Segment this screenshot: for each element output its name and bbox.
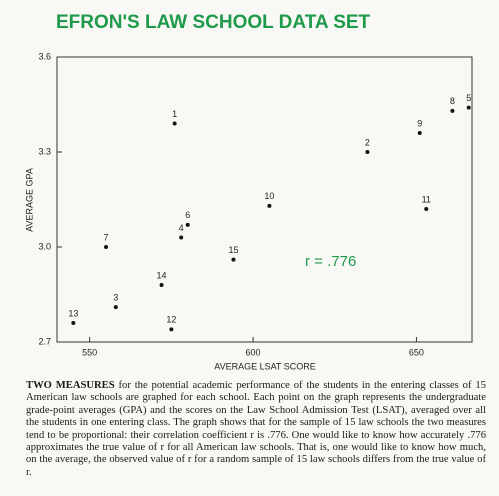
point — [159, 283, 164, 287]
point-label: 3 — [113, 293, 118, 303]
point-label: 6 — [185, 210, 190, 220]
point-label: 13 — [68, 308, 78, 318]
y-tick-label: 3.0 — [38, 241, 51, 251]
point — [172, 121, 177, 126]
chart-title: EFRON'S LAW SCHOOL DATA SET — [56, 12, 371, 33]
point-label: 8 — [450, 96, 455, 106]
point — [267, 203, 272, 208]
caption-lead: TWO MEASURES — [26, 380, 115, 391]
point-label: 12 — [166, 315, 176, 325]
y-tick-label: 3.3 — [38, 146, 51, 156]
point — [185, 222, 190, 227]
annotation: r = .776 — [305, 253, 356, 270]
point-label: 11 — [422, 194, 431, 204]
point — [179, 235, 184, 240]
x-axis-label: AVERAGE LSAT SCORE — [214, 361, 316, 371]
point-label: 1 — [172, 109, 177, 119]
chart: EFRON'S LAW SCHOOL DATA SET AVERAGE LSAT… — [24, 12, 473, 371]
point — [450, 108, 455, 113]
y-tick-label: 2.7 — [38, 336, 51, 346]
point-label: 10 — [264, 191, 274, 201]
point-label: 15 — [228, 245, 238, 255]
point-label: 4 — [179, 223, 184, 233]
point — [71, 321, 76, 325]
point — [466, 105, 471, 110]
point — [417, 131, 422, 135]
point-label: 2 — [365, 137, 370, 147]
point — [231, 257, 236, 262]
point — [113, 305, 118, 310]
point-label: 5 — [466, 93, 471, 103]
x-tick-label: 550 — [82, 347, 97, 357]
caption-body: for the potential academic performance o… — [26, 380, 486, 478]
x-tick-label: 650 — [409, 347, 424, 357]
point — [424, 207, 429, 211]
plot-frame — [56, 56, 473, 343]
point — [365, 150, 370, 154]
point-label: 7 — [104, 232, 109, 242]
x-tick-label: 600 — [246, 347, 261, 357]
y-tick-label: 3.6 — [38, 51, 51, 61]
y-axis-label: AVERAGE GPA — [24, 168, 34, 232]
point-label: 14 — [157, 270, 167, 280]
point-label: 9 — [417, 118, 422, 128]
point — [169, 327, 174, 332]
caption: TWO MEASURES for the potential academic … — [26, 380, 486, 479]
point — [104, 245, 109, 249]
